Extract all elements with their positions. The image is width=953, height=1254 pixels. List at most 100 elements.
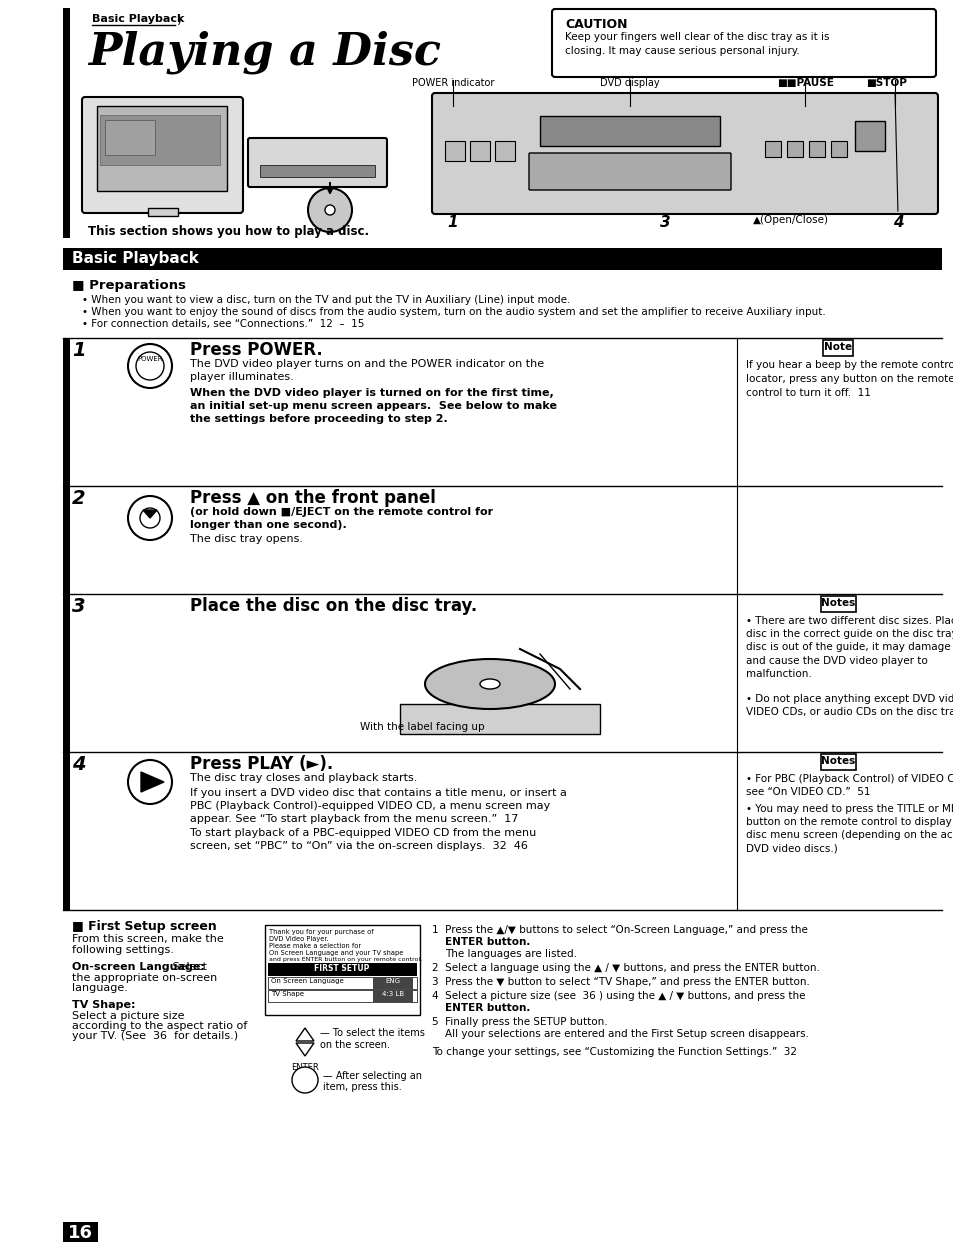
Bar [373, 977, 413, 989]
Circle shape [325, 204, 335, 214]
Text: Press POWER.: Press POWER. [190, 341, 322, 359]
Text: The languages are listed.: The languages are listed. [444, 949, 577, 959]
FancyBboxPatch shape [822, 340, 852, 356]
Text: Select a picture size: Select a picture size [71, 1011, 184, 1021]
Text: CAUTION: CAUTION [564, 18, 627, 31]
Text: according to the aspect ratio of: according to the aspect ratio of [71, 1021, 247, 1031]
Text: The disc tray opens.: The disc tray opens. [190, 534, 303, 544]
FancyBboxPatch shape [552, 9, 935, 76]
Text: your TV. (See  36  for details.): your TV. (See 36 for details.) [71, 1031, 238, 1041]
Bar [399, 703, 599, 734]
Ellipse shape [424, 660, 555, 709]
Text: 1  Press the ▲/▼ buttons to select “On-Screen Language,” and press the: 1 Press the ▲/▼ buttons to select “On-Sc… [432, 925, 807, 935]
Bar [63, 594, 70, 752]
Circle shape [128, 760, 172, 804]
FancyBboxPatch shape [82, 97, 243, 213]
Bar [539, 117, 720, 145]
FancyBboxPatch shape [529, 153, 730, 191]
Circle shape [128, 344, 172, 387]
Bar [830, 140, 846, 157]
FancyBboxPatch shape [265, 925, 419, 1014]
Text: ENTER button.: ENTER button. [444, 1003, 530, 1013]
Text: ■ First Setup screen: ■ First Setup screen [71, 920, 216, 933]
Text: 4: 4 [892, 214, 902, 229]
Circle shape [136, 352, 164, 380]
Text: ENTER: ENTER [291, 1063, 318, 1072]
Text: 1: 1 [447, 214, 457, 229]
Text: • Do not place anything except DVD video discs,
VIDEO CDs, or audio CDs on the d: • Do not place anything except DVD video… [745, 693, 953, 717]
Text: Place the disc on the disc tray.: Place the disc on the disc tray. [190, 597, 476, 614]
Text: 3: 3 [659, 214, 670, 229]
Bar [63, 248, 941, 270]
Text: 4:3 LB: 4:3 LB [381, 991, 404, 997]
Text: • There are two different disc sizes. Place the
disc in the correct guide on the: • There are two different disc sizes. Pl… [745, 616, 953, 678]
Bar [100, 115, 220, 166]
Text: ■STOP: ■STOP [865, 78, 906, 88]
Text: ENG: ENG [385, 978, 400, 984]
Text: If you insert a DVD video disc that contains a title menu, or insert a
PBC (Play: If you insert a DVD video disc that cont… [190, 788, 566, 850]
Bar [105, 120, 154, 155]
Bar [854, 120, 884, 150]
Text: ): ) [177, 14, 182, 28]
Bar [148, 208, 178, 216]
Bar [373, 989, 413, 1002]
Text: ■■PAUSE: ■■PAUSE [776, 78, 833, 88]
Text: ■ Preparations: ■ Preparations [71, 278, 186, 292]
Text: • For connection details, see “Connections.”  12  –  15: • For connection details, see “Connectio… [82, 319, 364, 329]
Bar [470, 140, 490, 161]
Text: Note: Note [823, 342, 851, 352]
Text: — To select the items: — To select the items [319, 1028, 424, 1038]
Text: TV Shape: TV Shape [271, 991, 304, 997]
Text: Press ▲ on the front panel: Press ▲ on the front panel [190, 489, 436, 507]
Bar [268, 977, 416, 989]
Text: (or hold down ■/EJECT on the remote control for
longer than one second).: (or hold down ■/EJECT on the remote cont… [190, 507, 493, 530]
Bar [260, 166, 375, 177]
Text: and press ENTER button on your remote control.: and press ENTER button on your remote co… [269, 957, 421, 962]
Text: Keep your fingers well clear of the disc tray as it is
closing. It may cause ser: Keep your fingers well clear of the disc… [564, 33, 828, 56]
Bar [764, 140, 781, 157]
Text: FIRST SETUP: FIRST SETUP [314, 964, 370, 973]
FancyBboxPatch shape [248, 138, 387, 187]
Polygon shape [295, 1043, 314, 1056]
Text: On Screen Language: On Screen Language [271, 978, 343, 984]
Text: Basic Playback: Basic Playback [91, 14, 184, 24]
Text: • When you want to enjoy the sound of discs from the audio system, turn on the a: • When you want to enjoy the sound of di… [82, 307, 825, 317]
Bar [268, 989, 416, 1002]
Bar [63, 8, 70, 238]
Text: With the label facing up: With the label facing up [359, 722, 484, 732]
Text: Playing a Disc: Playing a Disc [88, 30, 440, 74]
Text: 5  Finally press the SETUP button.: 5 Finally press the SETUP button. [432, 1017, 607, 1027]
Text: If you hear a beep by the remote control's
locator, press any button on the remo: If you hear a beep by the remote control… [745, 360, 953, 398]
FancyBboxPatch shape [432, 93, 937, 214]
Circle shape [140, 508, 160, 528]
Polygon shape [143, 510, 157, 518]
Ellipse shape [479, 678, 499, 688]
Text: 2: 2 [71, 489, 86, 508]
Bar [63, 752, 70, 910]
Text: DVD display: DVD display [599, 78, 659, 88]
FancyBboxPatch shape [821, 596, 856, 612]
Text: When the DVD video player is turned on for the first time,
an initial set-up men: When the DVD video player is turned on f… [190, 387, 557, 424]
Text: 4: 4 [71, 755, 86, 774]
Text: Please make a selection for: Please make a selection for [269, 943, 361, 949]
Text: 3  Press the ▼ button to select “TV Shape,” and press the ENTER button.: 3 Press the ▼ button to select “TV Shape… [432, 977, 809, 987]
Text: This section shows you how to play a disc.: This section shows you how to play a dis… [88, 224, 369, 238]
Bar [444, 140, 464, 161]
Text: From this screen, make the: From this screen, make the [71, 934, 224, 944]
Text: item, press this.: item, press this. [323, 1082, 401, 1092]
Text: On Screen Language and your TV shape: On Screen Language and your TV shape [269, 951, 403, 956]
Circle shape [308, 188, 352, 232]
Text: Select: Select [169, 962, 207, 972]
Text: • You may need to press the TITLE or MENU
button on the remote control to displa: • You may need to press the TITLE or MEN… [745, 804, 953, 854]
Text: 16: 16 [68, 1224, 92, 1241]
Text: The DVD video player turns on and the POWER indicator on the
player illuminates.: The DVD video player turns on and the PO… [190, 359, 543, 382]
Bar [495, 140, 515, 161]
Bar [63, 1221, 98, 1241]
Text: Thank you for your purchase of: Thank you for your purchase of [269, 929, 374, 935]
Text: following settings.: following settings. [71, 946, 173, 956]
Text: on the screen.: on the screen. [319, 1040, 390, 1050]
Bar [97, 107, 227, 191]
Bar [63, 487, 70, 594]
Text: The disc tray closes and playback starts.: The disc tray closes and playback starts… [190, 772, 417, 782]
Text: Basic Playback: Basic Playback [71, 251, 198, 266]
